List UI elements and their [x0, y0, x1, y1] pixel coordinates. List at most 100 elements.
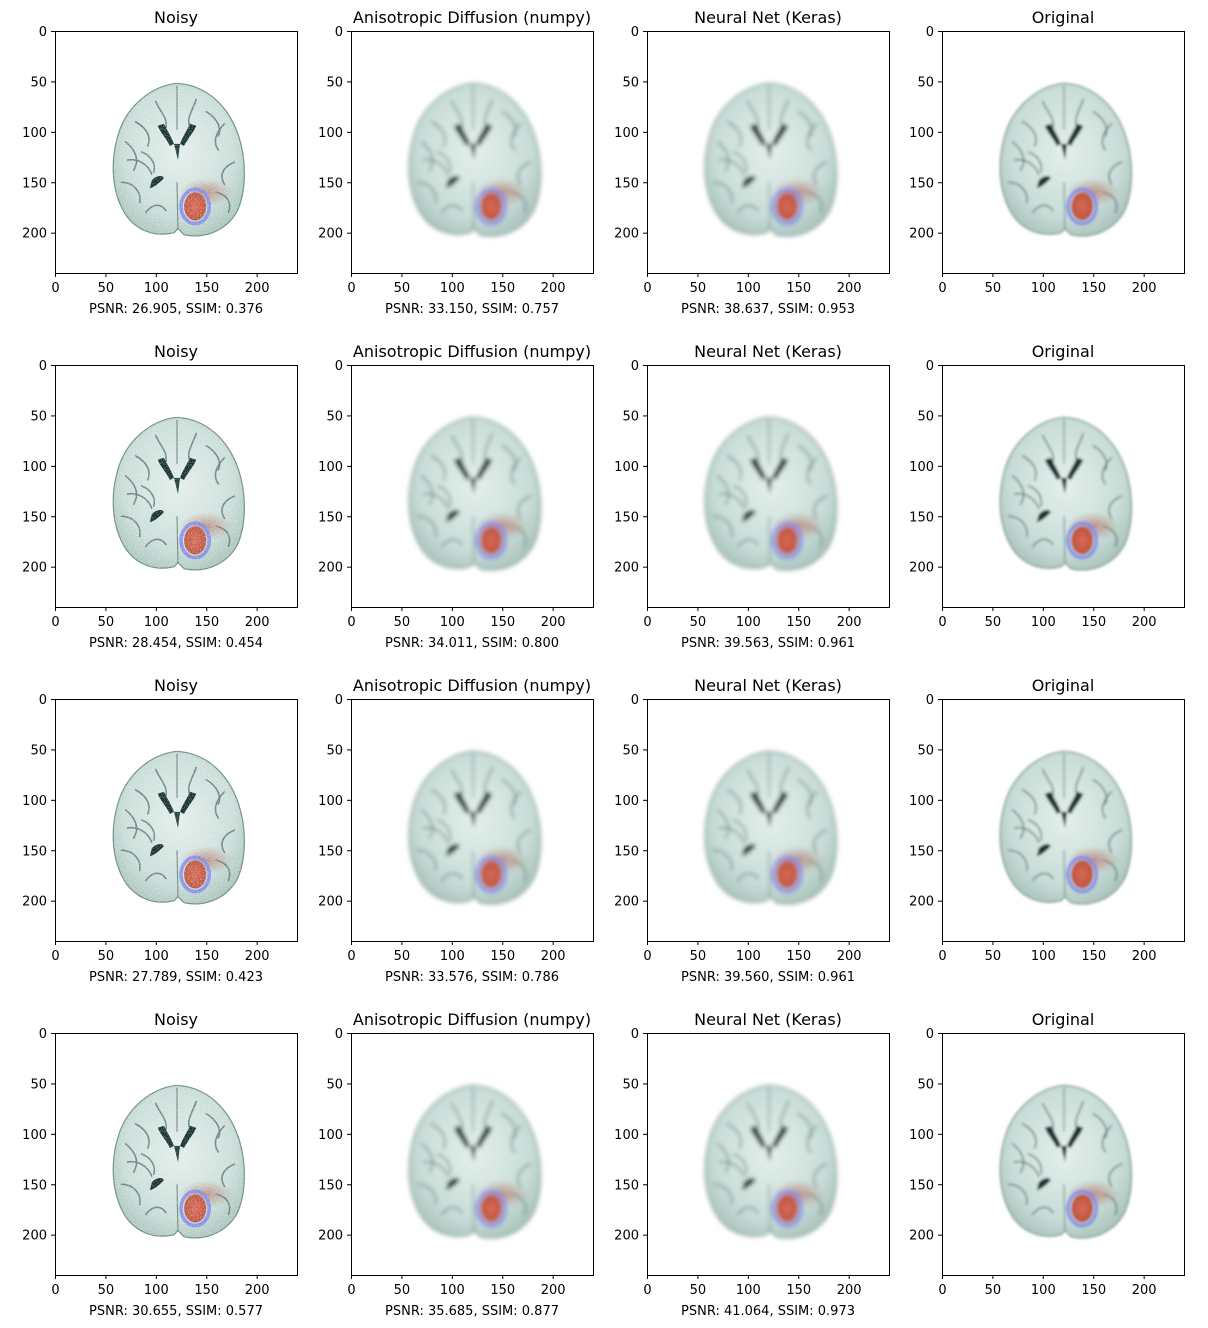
metric-caption: PSNR: 39.563, SSIM: 0.961	[681, 636, 855, 651]
x-tick-label: 0	[643, 281, 651, 296]
y-tick-label: 50	[30, 743, 47, 758]
panel-image	[351, 31, 593, 273]
axes-frame	[647, 365, 890, 608]
brain-image	[112, 1084, 245, 1239]
panel-title: Neural Net (Keras)	[694, 1010, 842, 1029]
x-tick-label: 150	[490, 1283, 515, 1298]
y-tick-label: 200	[318, 895, 343, 910]
y-tick-label: 100	[318, 126, 343, 141]
y-tick-label: 150	[22, 510, 47, 525]
y-tick-label: 100	[909, 126, 934, 141]
axes-frame	[351, 699, 594, 942]
x-tick-label: 150	[194, 615, 219, 630]
y-tick-label: 0	[335, 359, 343, 374]
x-tick-label: 200	[541, 615, 566, 630]
metric-caption: PSNR: 27.789, SSIM: 0.423	[89, 970, 263, 985]
x-tick-label: 200	[541, 1283, 566, 1298]
brain-image	[408, 82, 541, 237]
x-tick-label: 50	[394, 615, 411, 630]
y-tick-label: 100	[614, 1128, 639, 1143]
y-tick-label: 0	[39, 359, 47, 374]
metric-caption: PSNR: 33.150, SSIM: 0.757	[385, 302, 559, 317]
x-tick-label: 0	[643, 615, 651, 630]
panel-title: Original	[1032, 8, 1095, 27]
y-tick-label: 0	[631, 25, 639, 40]
x-tick-label: 50	[98, 949, 115, 964]
panel-title: Anisotropic Diffusion (numpy)	[353, 1010, 591, 1029]
metric-caption: PSNR: 34.011, SSIM: 0.800	[385, 636, 559, 651]
panel-r3-c3: Neural Net (Keras) 0 50 100 150 200 0 50 100 150 2…	[614, 676, 890, 985]
y-tick-label: 50	[326, 75, 343, 90]
y-tick-label: 50	[917, 743, 934, 758]
y-tick-label: 200	[909, 895, 934, 910]
y-tick-label: 200	[318, 1229, 343, 1244]
x-tick-label: 0	[347, 281, 355, 296]
y-tick-label: 200	[909, 561, 934, 576]
panel-r4-c2: Anisotropic Diffusion (numpy) 0 50 100 150 20…	[318, 1010, 594, 1319]
x-tick-label: 100	[736, 1283, 761, 1298]
y-tick-label: 0	[39, 1027, 47, 1042]
x-tick-label: 50	[985, 949, 1002, 964]
x-tick-label: 150	[194, 949, 219, 964]
axes-frame	[942, 1033, 1185, 1276]
x-tick-label: 100	[1031, 949, 1056, 964]
x-tick-label: 200	[245, 1283, 270, 1298]
y-tick-label: 0	[631, 1027, 639, 1042]
x-tick-label: 100	[440, 281, 465, 296]
panel-r2-c2: Anisotropic Diffusion (numpy) 0 50 100 150 20…	[318, 342, 594, 651]
x-tick-label: 50	[690, 1283, 707, 1298]
panel-r1-c2: Anisotropic Diffusion (numpy) 0 50 100 150 20…	[318, 8, 594, 317]
x-tick-label: 50	[690, 615, 707, 630]
y-tick-label: 100	[614, 126, 639, 141]
x-tick-label: 100	[440, 1283, 465, 1298]
y-tick-label: 150	[909, 510, 934, 525]
y-tick-label: 0	[335, 25, 343, 40]
y-tick-label: 100	[22, 460, 47, 475]
y-tick-label: 150	[22, 844, 47, 859]
y-tick-label: 50	[326, 1077, 343, 1092]
panel-image	[351, 699, 593, 941]
y-tick-label: 0	[926, 359, 934, 374]
panel-image	[942, 1033, 1184, 1275]
axes-frame	[647, 699, 890, 942]
x-tick-label: 50	[985, 281, 1002, 296]
y-tick-label: 100	[909, 794, 934, 809]
y-tick-label: 50	[622, 743, 639, 758]
x-tick-label: 150	[1081, 1283, 1106, 1298]
y-tick-label: 50	[30, 409, 47, 424]
y-tick-label: 200	[22, 1229, 47, 1244]
panel-image	[942, 31, 1184, 273]
y-tick-label: 0	[926, 1027, 934, 1042]
y-tick-label: 50	[917, 409, 934, 424]
y-tick-label: 100	[318, 460, 343, 475]
y-tick-label: 50	[326, 743, 343, 758]
x-tick-label: 100	[144, 949, 169, 964]
y-tick-label: 0	[335, 693, 343, 708]
panel-image	[647, 365, 889, 607]
x-tick-label: 200	[245, 949, 270, 964]
y-tick-label: 150	[318, 844, 343, 859]
y-tick-label: 50	[917, 1077, 934, 1092]
brain-image	[999, 1084, 1132, 1239]
metric-caption: PSNR: 33.576, SSIM: 0.786	[385, 970, 559, 985]
x-tick-label: 150	[786, 1283, 811, 1298]
panel-title: Neural Net (Keras)	[694, 676, 842, 695]
x-tick-label: 150	[1081, 615, 1106, 630]
x-tick-label: 200	[541, 949, 566, 964]
panel-r3-c1: Noisy 0 50 100 150 200 0 50 100 150 200 PSNR: 27.78…	[22, 676, 298, 985]
brain-image	[112, 750, 245, 905]
y-tick-label: 200	[318, 227, 343, 242]
x-tick-label: 150	[1081, 281, 1106, 296]
panel-image	[55, 31, 297, 273]
x-tick-label: 150	[194, 281, 219, 296]
y-tick-label: 100	[614, 794, 639, 809]
y-tick-label: 50	[326, 409, 343, 424]
brain-image	[704, 1084, 837, 1239]
x-tick-label: 0	[938, 949, 946, 964]
x-tick-label: 50	[98, 1283, 115, 1298]
x-tick-label: 100	[1031, 1283, 1056, 1298]
panel-image	[942, 699, 1184, 941]
y-tick-label: 150	[318, 1178, 343, 1193]
x-tick-label: 50	[690, 949, 707, 964]
panel-r1-c3: Neural Net (Keras) 0 50 100 150 200 0 50 100 150 2…	[614, 8, 890, 317]
